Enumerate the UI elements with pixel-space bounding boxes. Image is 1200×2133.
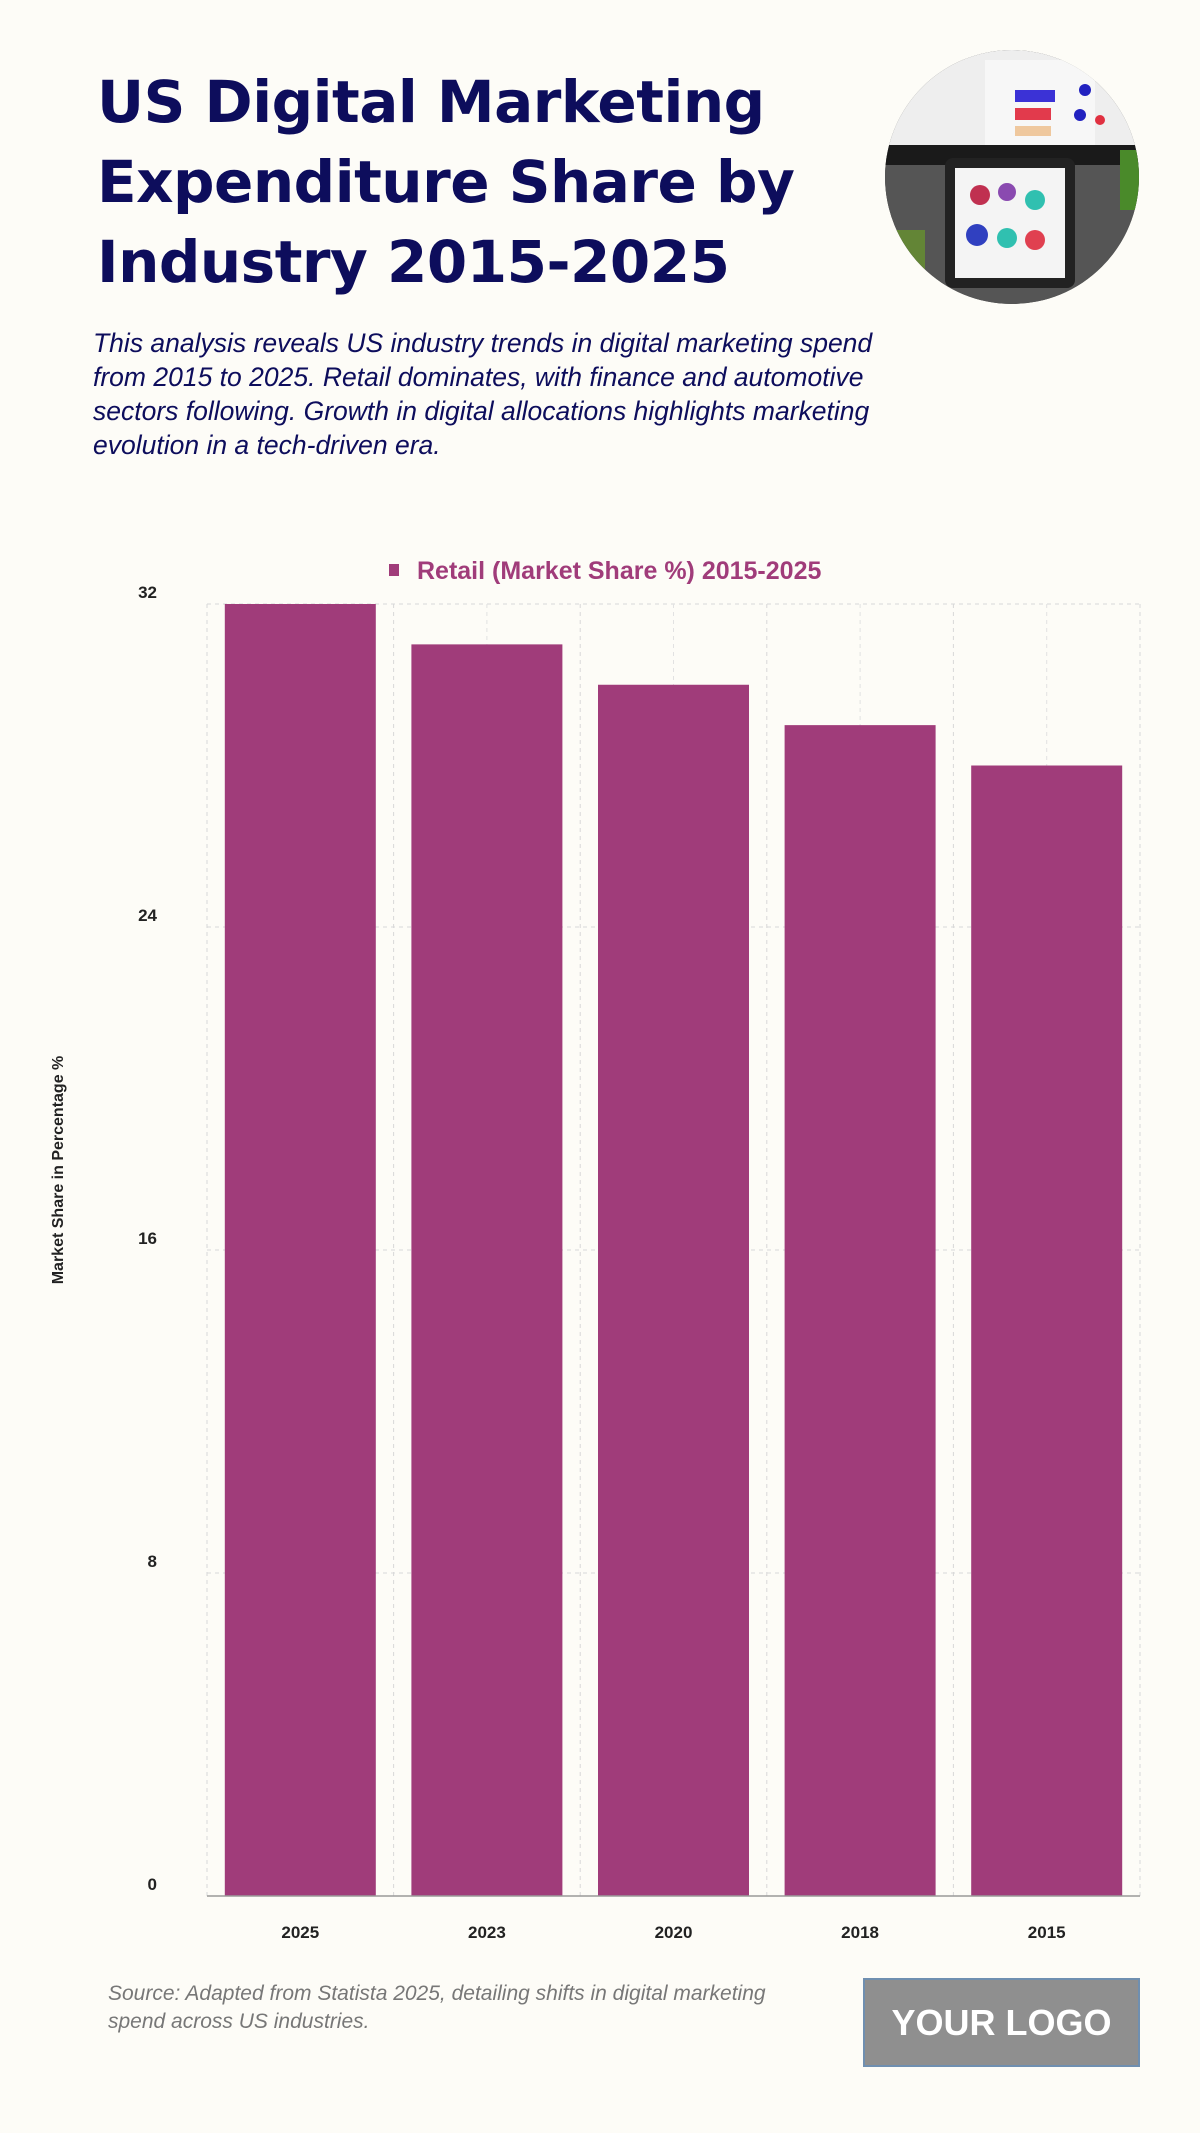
y-tick-label: 16 xyxy=(138,1229,157,1248)
y-tick-label: 32 xyxy=(138,583,157,602)
x-tick-label: 2023 xyxy=(468,1923,506,1942)
chart-legend: Retail (Market Share %) 2015-2025 xyxy=(389,557,821,585)
legend-swatch xyxy=(389,564,399,576)
x-tick-label: 2018 xyxy=(841,1923,879,1942)
y-axis-ticks: 0 8 16 24 32 xyxy=(138,583,157,1894)
bar-2015 xyxy=(971,765,1123,1896)
page-title: US Digital Marketing Expenditure Share b… xyxy=(97,68,795,296)
header-photo xyxy=(885,50,1139,304)
y-axis-label: Market Share in Percentage % xyxy=(50,1056,67,1285)
bar-2018 xyxy=(784,725,936,1896)
page-subtitle: This analysis reveals US industry trends… xyxy=(93,328,873,460)
y-tick-label: 0 xyxy=(148,1875,157,1894)
x-tick-label: 2020 xyxy=(655,1923,693,1942)
y-tick-label: 24 xyxy=(138,906,157,925)
x-tick-label: 2025 xyxy=(281,1923,319,1942)
bar-2020 xyxy=(598,684,749,1896)
legend-label: Retail (Market Share %) 2015-2025 xyxy=(417,557,821,585)
bars xyxy=(224,604,1123,1896)
bar-chart: Retail (Market Share %) 2015-2025 0 8 16 24… xyxy=(50,557,1141,1942)
y-tick-label: 8 xyxy=(148,1552,157,1571)
x-tick-label: 2015 xyxy=(1028,1923,1066,1942)
bar-2023 xyxy=(411,644,563,1896)
bar-2025 xyxy=(224,604,376,1896)
logo-placeholder: YOUR LOGO xyxy=(863,1978,1140,2067)
source-note: Source: Adapted from Statista 2025, deta… xyxy=(108,1982,766,2033)
x-axis-ticks: 2025 2023 2020 2018 2015 xyxy=(281,1923,1065,1942)
